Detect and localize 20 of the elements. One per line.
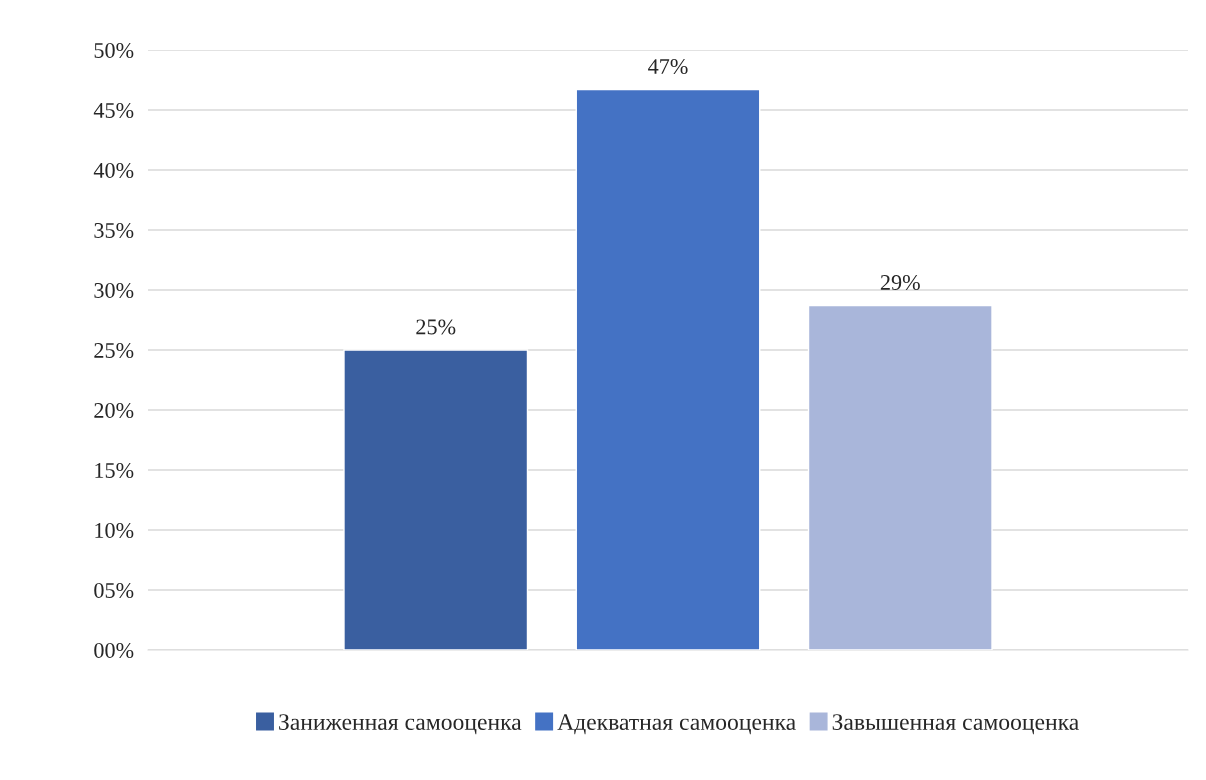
data-label: 29% [880, 274, 920, 291]
y-tick-label: 30% [94, 282, 134, 298]
y-tick-label: 15% [95, 462, 134, 478]
y-tick-label: 25% [94, 342, 134, 358]
y-tick-label: 40% [93, 162, 134, 178]
y-tick-label: 50% [94, 42, 134, 58]
data-label: 47% [648, 58, 688, 75]
y-tick-label: 35% [94, 222, 134, 238]
legend-label: Завышенная самооценка [832, 714, 1079, 735]
y-tick-label: 20% [94, 402, 134, 418]
y-tick-label: 10% [95, 522, 134, 538]
legend-label: Адекватная самооценка [557, 714, 796, 735]
y-tick-label: 45% [93, 102, 134, 118]
bar [807, 304, 993, 650]
data-label: 25% [416, 319, 456, 335]
y-tick-label: 05% [94, 582, 134, 598]
bar [343, 349, 529, 650]
legend-label: Заниженная самооценка [279, 714, 522, 735]
y-tick-label: 00% [94, 642, 134, 658]
bar [575, 88, 761, 650]
